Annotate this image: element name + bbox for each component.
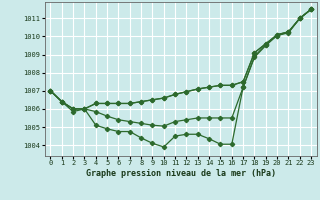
X-axis label: Graphe pression niveau de la mer (hPa): Graphe pression niveau de la mer (hPa) [86,169,276,178]
